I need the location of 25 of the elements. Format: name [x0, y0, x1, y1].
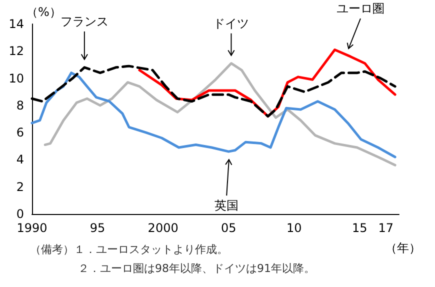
y-tick-label: 6 [16, 126, 24, 140]
line-series [44, 62, 396, 166]
y-tick-label: 2 [16, 180, 24, 194]
x-tick-label: 15 [352, 221, 368, 235]
x-tick-label: 1990 [16, 221, 48, 235]
x-axis-title: （年） [385, 241, 421, 255]
x-tick-label: 95 [90, 221, 106, 235]
y-axis-title: （%） [26, 5, 62, 19]
text: ドイツ [213, 16, 250, 30]
y-tick-label: 14 [8, 17, 24, 31]
text: ユーロ圏 [336, 2, 385, 16]
x-tick-label: 05 [220, 221, 236, 235]
y-tick-label: 12 [8, 44, 24, 58]
text: ２．ユーロ圏は98年以降、ドイツは91年以降。 [78, 262, 315, 275]
y-tick-label: 0 [16, 207, 24, 221]
x-tick-label: 17 [378, 221, 394, 235]
y-tick-label: 8 [16, 98, 24, 112]
text: 英国 [214, 198, 239, 213]
y-tick-label: 10 [8, 71, 24, 86]
y-tick-label: 4 [16, 152, 24, 167]
line-series [30, 72, 396, 158]
x-tick-label: 10 [286, 221, 302, 235]
text: フランス [60, 14, 108, 28]
text: （備考）１．ユーロスタットより作成。 [30, 243, 228, 256]
x-tick-label: 2000 [148, 221, 178, 235]
